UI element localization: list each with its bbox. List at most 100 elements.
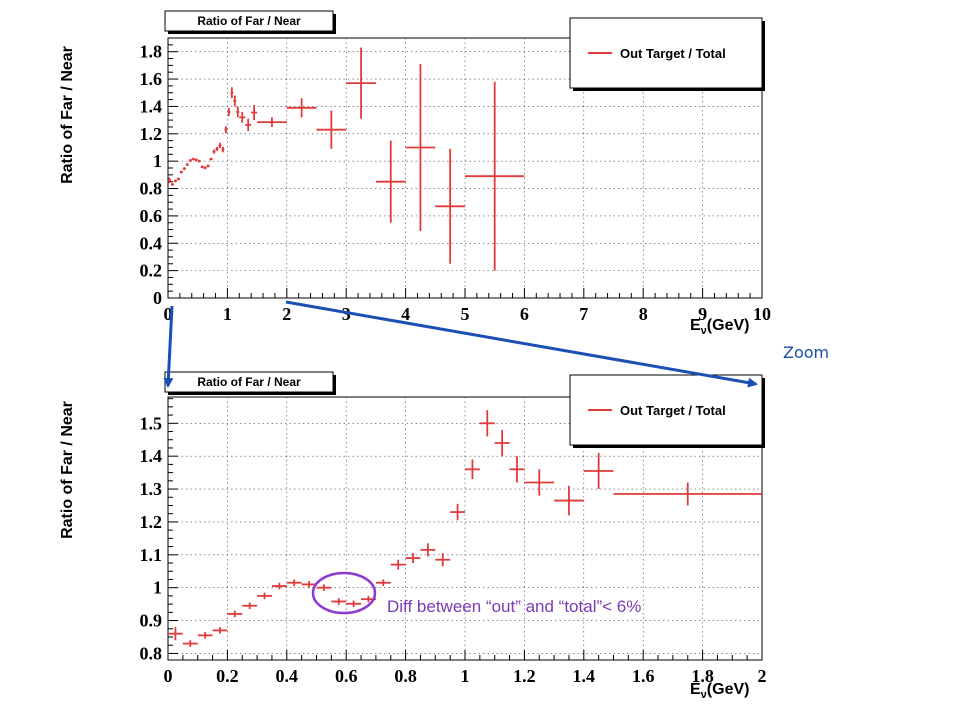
y-tick-label: 0.6 <box>140 206 163 226</box>
data-point <box>613 482 762 506</box>
data-point <box>331 598 347 605</box>
x-axis-label: Eν(GeV) <box>690 317 749 337</box>
legend-entry: Out Target / Total <box>620 403 726 418</box>
grid-lines <box>168 38 762 298</box>
data-point <box>257 592 272 600</box>
x-tick-label: 1.2 <box>513 666 536 686</box>
data-point <box>218 142 222 149</box>
data-point <box>224 126 228 134</box>
data-point <box>509 456 525 483</box>
zoom-label: Zoom <box>783 343 829 362</box>
series-1 <box>168 410 762 647</box>
chart-panel-1: 01234567891000.20.40.60.811.21.41.61.8Ra… <box>59 10 771 337</box>
data-point <box>230 87 234 99</box>
data-point <box>212 149 216 154</box>
data-point <box>286 98 317 118</box>
data-point <box>188 159 192 162</box>
data-point <box>465 81 525 271</box>
y-tick-label: 0.4 <box>140 233 163 253</box>
x-tick-label: 6 <box>520 304 529 324</box>
data-point <box>479 410 495 437</box>
data-point <box>194 158 198 162</box>
highlight-circle <box>311 571 377 615</box>
y-tick-label: 1.5 <box>140 413 163 433</box>
data-point <box>200 165 204 169</box>
y-tick-label: 0.8 <box>140 643 163 663</box>
title-box <box>164 10 334 32</box>
x-tick-label: 0 <box>164 304 173 324</box>
x-tick-label: 1.6 <box>632 666 655 686</box>
y-tick-label: 0.9 <box>140 611 163 631</box>
zoom-arrow-left <box>163 305 174 388</box>
data-point <box>375 579 391 587</box>
data-point <box>301 581 317 588</box>
data-point <box>239 111 246 123</box>
data-point <box>583 452 614 490</box>
x-tick-label: 2 <box>282 304 291 324</box>
data-point <box>420 543 436 557</box>
y-tick-label: 1 <box>153 151 162 171</box>
data-point <box>212 627 228 634</box>
data-point <box>405 553 421 564</box>
y-tick-label: 1 <box>153 578 162 598</box>
data-point <box>173 179 177 183</box>
legend-entry: Out Target / Total <box>620 46 726 61</box>
x-tick-label: 10 <box>753 304 771 324</box>
x-tick-label: 4 <box>401 304 410 324</box>
y-tick-label: 1.4 <box>140 446 163 466</box>
x-axis-label-main: E <box>690 681 701 698</box>
data-point <box>435 553 451 567</box>
x-tick-label: 7 <box>579 304 588 324</box>
data-point <box>346 600 362 608</box>
x-axis-label-main: E <box>690 317 701 334</box>
data-point <box>236 106 240 118</box>
data-point <box>215 146 219 151</box>
axis-ticks <box>167 44 763 299</box>
x-tick-label: 0.6 <box>335 666 358 686</box>
x-tick-label: 1 <box>223 304 232 324</box>
x-tick-label: 1.4 <box>573 666 596 686</box>
y-tick-label: 1.2 <box>140 512 163 532</box>
data-point <box>242 602 258 610</box>
data-point <box>227 107 231 116</box>
y-tick-label: 1.3 <box>140 479 163 499</box>
x-axis-label-sub: ν <box>701 325 707 337</box>
y-tick-label: 0.2 <box>140 261 163 281</box>
data-point <box>176 177 180 181</box>
data-point <box>170 183 174 186</box>
x-tick-label: 2 <box>758 666 767 686</box>
data-point <box>206 164 210 168</box>
x-tick-label: 1 <box>461 666 470 686</box>
data-point <box>271 582 287 590</box>
x-tick-label: 0.8 <box>394 666 417 686</box>
y-axis-label: Ratio of Far / Near <box>59 401 76 539</box>
data-point <box>465 459 480 480</box>
chart-panel-2: 0 0.2 0.4 0.6 0.8 1 1.2 1.4 1.6 1.8 2 0.8 0.9 1 1.1 1.2… <box>59 371 767 701</box>
x-tick-label: 8 <box>639 304 648 324</box>
x-tick-label: 0 <box>164 666 173 686</box>
y-tick-label: 0.8 <box>140 179 163 199</box>
series-1 <box>168 47 525 271</box>
x-axis-label: Eν(GeV) <box>690 681 749 701</box>
y-tick-label: 1.2 <box>140 124 163 144</box>
data-point <box>182 640 198 647</box>
data-point <box>197 632 213 639</box>
data-point <box>182 167 186 171</box>
data-point <box>191 157 195 161</box>
y-axis-label: Ratio of Far / Near <box>59 46 76 184</box>
data-point <box>227 610 243 618</box>
data-point <box>346 47 376 119</box>
data-point <box>251 105 258 121</box>
zoom-arrow-right <box>285 300 758 388</box>
data-point <box>209 157 213 161</box>
data-point <box>286 579 302 587</box>
data-point <box>203 166 207 170</box>
y-tick-label: 1.8 <box>140 42 163 62</box>
axis-ticks <box>167 398 763 660</box>
data-point <box>168 627 183 641</box>
y-tick-label: 0 <box>153 288 162 308</box>
x-axis-label-unit: (GeV) <box>707 681 750 698</box>
data-point <box>390 559 406 570</box>
data-point <box>316 110 347 149</box>
